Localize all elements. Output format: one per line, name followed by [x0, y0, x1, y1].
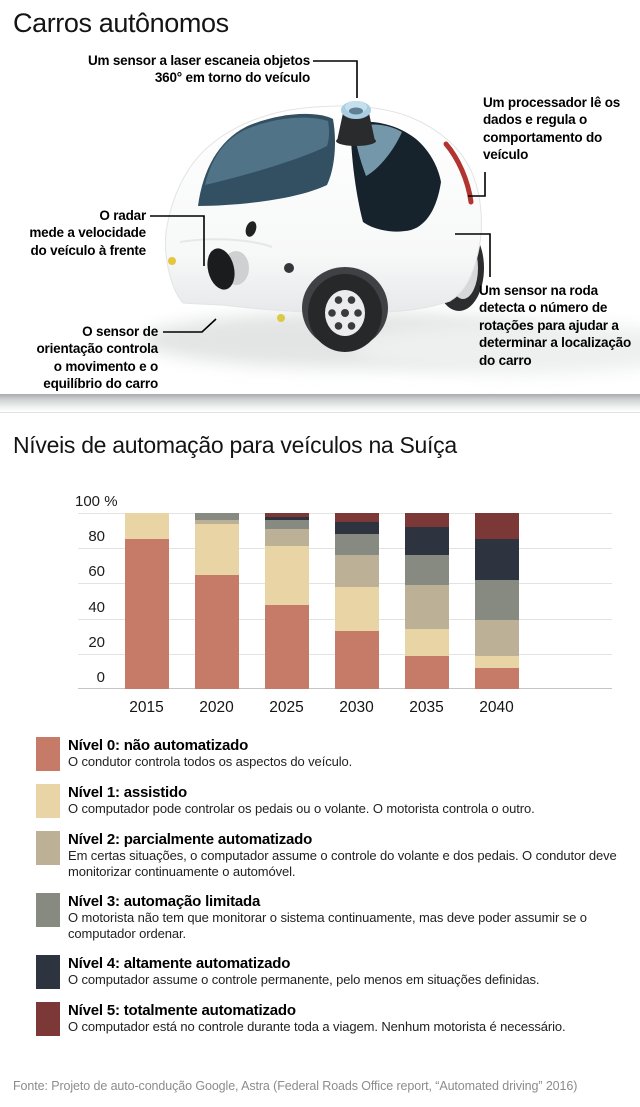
- x-tick-label: 2025: [269, 699, 304, 716]
- legend-text: Nível 0: não automatizado O condutor cont…: [68, 737, 628, 771]
- y-tick-label: 80: [88, 528, 105, 546]
- annotation-wheel-sensor: Um sensor na roda detecta o número de ro…: [479, 283, 632, 368]
- legend-item-title: Nível 3: automação limitada: [68, 893, 261, 910]
- legend-item-title: Nível 5: totalmente automatizado: [68, 1002, 296, 1019]
- legend-item-title: Nível 4: altamente automatizado: [68, 955, 291, 972]
- bar-segment: [474, 513, 519, 540]
- legend-text: Nível 4: altamente automatizado O computa…: [68, 955, 628, 989]
- indicator-light-upper: [168, 257, 176, 265]
- legend-text: Nível 5: totalmente automatizado O comput…: [68, 1002, 628, 1036]
- connector-processor: [468, 172, 486, 197]
- legend-text: Nível 3: automação limitada O motorista n…: [68, 893, 628, 942]
- legend-text: Nível 1: assistido O computador pode cont…: [68, 784, 628, 818]
- legend-item-title: Nível 0: não automatizado: [68, 737, 249, 754]
- y-tick-label: 20: [88, 633, 105, 651]
- x-tick-label: 2020: [199, 699, 234, 716]
- legend-item-title: Nível 1: assistido: [68, 784, 187, 801]
- legend-item-title: Nível 2: parcialmente automatizado: [68, 831, 313, 848]
- bar-segment: [334, 521, 379, 535]
- annotation-radar: O radar mede a velocidade do veículo à f…: [29, 208, 146, 258]
- front-wheel: [302, 267, 388, 352]
- legend-item-desc: O computador pode controlar os pedais ou…: [68, 801, 535, 816]
- legend-item-desc: O computador assume o controle permanent…: [68, 972, 540, 987]
- y-tick-label: 60: [88, 563, 105, 581]
- legend-text: Nível 2: parcialmente automatizado Em cer…: [68, 831, 628, 880]
- x-tick-label: 2030: [339, 699, 374, 716]
- legend-item: Nível 0: não automatizado O condutor cont…: [36, 737, 632, 771]
- legend-item-desc: O computador está no controle durante to…: [68, 1019, 566, 1034]
- legend-swatch: [36, 784, 60, 818]
- windshield-reflection: [205, 117, 330, 185]
- bar-segment: [194, 520, 239, 524]
- bar-segment: [404, 555, 449, 586]
- legend-item: Nível 2: parcialmente automatizado Em cer…: [36, 831, 632, 880]
- roof-laser-sensor: [336, 101, 376, 146]
- bar-segment: [264, 516, 309, 521]
- bar-segment: [334, 555, 379, 587]
- bar-segment: [334, 513, 379, 522]
- indicator-light-lower: [277, 314, 285, 322]
- connector-wheel: [455, 233, 491, 277]
- front-radar-sensor: [207, 248, 249, 290]
- x-tick-label: 2040: [479, 699, 514, 716]
- legend-swatch: [36, 737, 60, 771]
- bar-segment: [474, 579, 519, 621]
- bar-segment: [404, 527, 449, 556]
- legend-swatch: [36, 893, 60, 927]
- connector-orientation: [163, 318, 217, 333]
- chart-legend: Nível 0: não automatizado O condutor cont…: [36, 737, 632, 1049]
- connector-laser: [313, 60, 358, 98]
- connector-radar: [150, 215, 205, 266]
- legend-swatch: [36, 1002, 60, 1036]
- annotation-processor: Um processador lê os dados e regula o co…: [483, 95, 621, 163]
- bar-segment: [264, 528, 309, 547]
- bar-segment: [404, 655, 449, 689]
- car-illustration: [140, 60, 640, 374]
- legend-item: Nível 1: assistido O computador pode cont…: [36, 784, 632, 818]
- y-tick-label: 40: [88, 598, 105, 616]
- legend-item-desc: O condutor controla todos os aspectos do…: [68, 754, 353, 769]
- bar-segment: [264, 513, 309, 517]
- bar-segment: [194, 523, 239, 575]
- bar-segment: [264, 604, 309, 689]
- bar-segment: [334, 586, 379, 631]
- legend-item: Nível 3: automação limitada O motorista n…: [36, 893, 632, 942]
- x-tick-label: 2015: [129, 699, 164, 716]
- page-title: Carros autônomos: [13, 8, 229, 38]
- bar-segment: [404, 585, 449, 630]
- headlight: [284, 263, 294, 273]
- legend-swatch: [36, 831, 60, 865]
- legend-item: Nível 5: totalmente automatizado O comput…: [36, 1002, 632, 1036]
- legend-item: Nível 4: altamente automatizado O computa…: [36, 955, 632, 989]
- legend-item-desc: O motorista não tem que monitorar o sist…: [68, 910, 587, 941]
- body-crease: [179, 238, 273, 248]
- bar-segment: [124, 513, 169, 540]
- section-divider: [0, 394, 640, 413]
- bar-segment: [334, 630, 379, 689]
- legend-item-desc: Em certas situações, o computador assume…: [68, 848, 617, 879]
- mirror-sensor: [245, 221, 257, 237]
- annotation-connector-lines: [150, 60, 491, 333]
- bar-segment: [194, 513, 239, 521]
- bar-segment: [334, 534, 379, 556]
- annotation-laser-sensor: Um sensor a laser escaneia objetos 360° …: [87, 53, 310, 86]
- bar-segment: [404, 513, 449, 528]
- bar-segment: [264, 520, 309, 529]
- chart-plot: 0 20 40 60 80 100 % 2015 2020 2025 2030 2035 2040: [75, 494, 612, 716]
- bar-segment: [474, 620, 519, 656]
- bar-segment: [124, 539, 169, 689]
- y-tick-label: 0: [96, 669, 105, 686]
- chart-title: Níveis de automação para veículos na Suí…: [13, 432, 457, 458]
- source-note: Fonte: Projeto de auto-condução Google, …: [13, 1079, 578, 1093]
- x-tick-label: 2035: [409, 699, 444, 716]
- bar-segment: [264, 546, 309, 605]
- bar-segment: [404, 629, 449, 656]
- legend-swatch: [36, 955, 60, 989]
- bar-segment: [474, 655, 519, 668]
- y-tick-label: 100 %: [75, 493, 118, 510]
- bar-segment: [474, 667, 519, 689]
- bar-segment: [474, 539, 519, 580]
- annotation-orientation-sensor: O sensor de orientação controla o movime…: [36, 324, 159, 392]
- bar-segment: [194, 574, 239, 689]
